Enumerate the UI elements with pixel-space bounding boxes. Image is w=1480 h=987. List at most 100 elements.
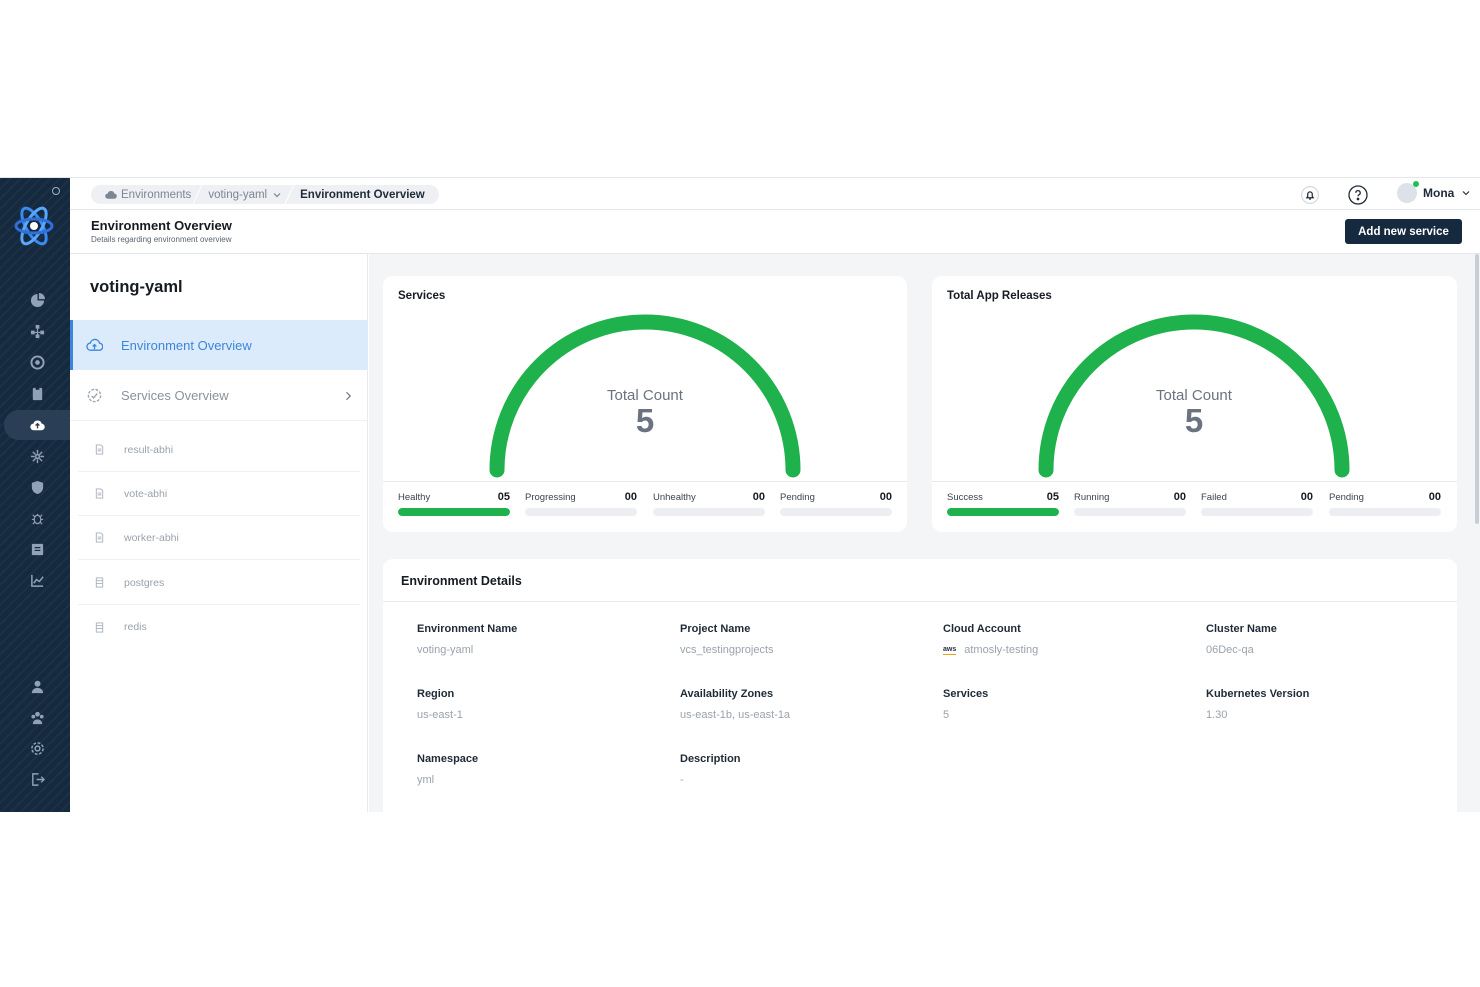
stat-progress-bar (525, 508, 637, 516)
stat-progress-bar (780, 508, 892, 516)
stat-name: Healthy (398, 492, 431, 503)
gauge-label: Total Count (1156, 387, 1232, 404)
app-window: Environments voting-yaml Environment Ove… (0, 177, 1480, 812)
gauge-value: 5 (1184, 402, 1204, 439)
details-divider (383, 601, 1457, 602)
field-label: Cluster Name (1206, 623, 1277, 635)
main-content: Services Total Count 5 Healthy 05 Progre… (369, 254, 1474, 812)
service-name: vote-abhi (124, 487, 168, 500)
scrollbar-thumb[interactable] (1475, 254, 1479, 524)
nav-clipboard-icon[interactable] (4, 378, 70, 408)
stat-progress-bar (1074, 508, 1186, 516)
field-value: 1.30 (1206, 709, 1446, 721)
file-icon (95, 444, 104, 455)
nav-network-icon[interactable] (4, 316, 70, 346)
stat-name: Progressing (525, 492, 576, 503)
stat-value: 05 (1046, 491, 1059, 503)
field-label: Availability Zones (680, 688, 774, 700)
field-value-text: us-east-1b, us-east-1a (680, 709, 791, 721)
nav-analytics-icon[interactable] (4, 565, 70, 595)
cloud-upload-icon (86, 338, 103, 351)
field-label: Services (943, 688, 989, 700)
field-value-text: 5 (943, 709, 950, 721)
atmosly-logo[interactable] (11, 201, 57, 247)
field-label: Cloud Account (943, 623, 1021, 635)
field-value: vcs_testingprojects (680, 644, 920, 656)
environment-panel: voting-yaml Environment Overview Service… (70, 254, 368, 812)
notification-bell-icon[interactable] (1299, 184, 1321, 206)
file-icon (95, 488, 104, 499)
cloud-icon (105, 190, 117, 199)
field-availability-zones: Availability Zones us-east-1b, us-east-1… (680, 688, 920, 721)
service-name: result-abhi (124, 443, 174, 456)
breadcrumb-label: Environments (121, 188, 192, 201)
card-divider (383, 481, 907, 482)
help-icon[interactable] (1347, 184, 1369, 206)
service-item-vote-abhi[interactable]: vote-abhi (78, 472, 360, 516)
field-value-text: us-east-1 (417, 709, 463, 721)
field-value-text: voting-yaml (417, 644, 474, 656)
field-region: Region us-east-1 (417, 688, 657, 721)
environment-name: voting-yaml (90, 278, 183, 296)
field-label: Project Name (680, 623, 751, 635)
app-releases-card: Total App Releases Total Count 5 Success… (932, 276, 1457, 532)
service-item-postgres[interactable]: postgres (78, 561, 360, 605)
gauge-label: Total Count (607, 387, 683, 404)
breadcrumb: Environments voting-yaml Environment Ove… (91, 185, 439, 204)
menu-services-overview[interactable]: Services Overview (70, 371, 368, 421)
service-item-redis[interactable]: redis (78, 605, 360, 649)
field-value: 06Dec-qa (1206, 644, 1446, 656)
field-value: us-east-1 (417, 709, 657, 721)
service-item-result-abhi[interactable]: result-abhi (78, 428, 360, 472)
nav-logout-icon[interactable] (4, 764, 70, 794)
field-value: aws atmosly-testing (943, 644, 1183, 656)
main-scrollbar[interactable] (1474, 254, 1480, 812)
nav-security-icon[interactable] (4, 472, 70, 502)
service-item-worker-abhi[interactable]: worker-abhi (78, 516, 360, 560)
card-divider (932, 481, 1457, 482)
database-file-icon (95, 577, 104, 588)
stat-progress-bar (1201, 508, 1313, 516)
nav-team-icon[interactable] (4, 702, 70, 732)
stat-progress-fill (947, 508, 1059, 516)
field-value-text: yml (417, 774, 435, 786)
services-gear-icon (87, 388, 102, 403)
service-name: redis (124, 621, 147, 633)
nav-cluster-icon[interactable] (4, 347, 70, 377)
service-name: postgres (124, 576, 165, 589)
nav-bugs-icon[interactable] (4, 503, 70, 533)
field-value-text: 1.30 (1206, 709, 1228, 721)
stat-name: Success (947, 492, 983, 503)
stat-name: Running (1074, 492, 1110, 503)
stat-name: Pending (780, 492, 815, 503)
nav-environments-icon[interactable] (4, 410, 70, 440)
file-icon (95, 532, 104, 543)
nav-integrations-icon[interactable] (4, 441, 70, 471)
field-label: Region (417, 688, 455, 700)
user-menu[interactable]: Mona (1397, 181, 1472, 203)
breadcrumb-environment-select[interactable]: voting-yaml (198, 189, 289, 201)
stat-value: 00 (879, 491, 892, 503)
field-value: - (680, 774, 920, 786)
add-new-service-button[interactable]: Add new service (1345, 219, 1462, 244)
field-services: Services 5 (943, 688, 1183, 721)
top-bar: Environments voting-yaml Environment Ove… (70, 178, 1480, 210)
menu-environment-overview[interactable]: Environment Overview (70, 320, 368, 370)
stat-progress-bar (947, 508, 1059, 516)
field-kubernetes-version: Kubernetes Version 1.30 (1206, 688, 1446, 721)
nav-settings-icon[interactable] (4, 733, 70, 763)
field-environment-name: Environment Name voting-yaml (417, 623, 657, 656)
menu-label: Services Overview (121, 388, 229, 403)
nav-reports-icon[interactable] (4, 534, 70, 564)
nav-dashboard-icon[interactable] (4, 285, 70, 315)
stat-name: Failed (1201, 492, 1227, 503)
stat-value: 00 (1428, 491, 1441, 503)
breadcrumb-environments[interactable]: Environments (99, 189, 197, 201)
database-file-icon (95, 621, 104, 633)
field-value-text: vcs_testingprojects (680, 644, 774, 656)
field-value: us-east-1b, us-east-1a (680, 709, 920, 721)
stat-name: Unhealthy (653, 492, 696, 503)
nav-profile-icon[interactable] (4, 671, 70, 701)
user-name: Mona (1423, 186, 1455, 200)
field-cluster-name: Cluster Name 06Dec-qa (1206, 623, 1446, 656)
